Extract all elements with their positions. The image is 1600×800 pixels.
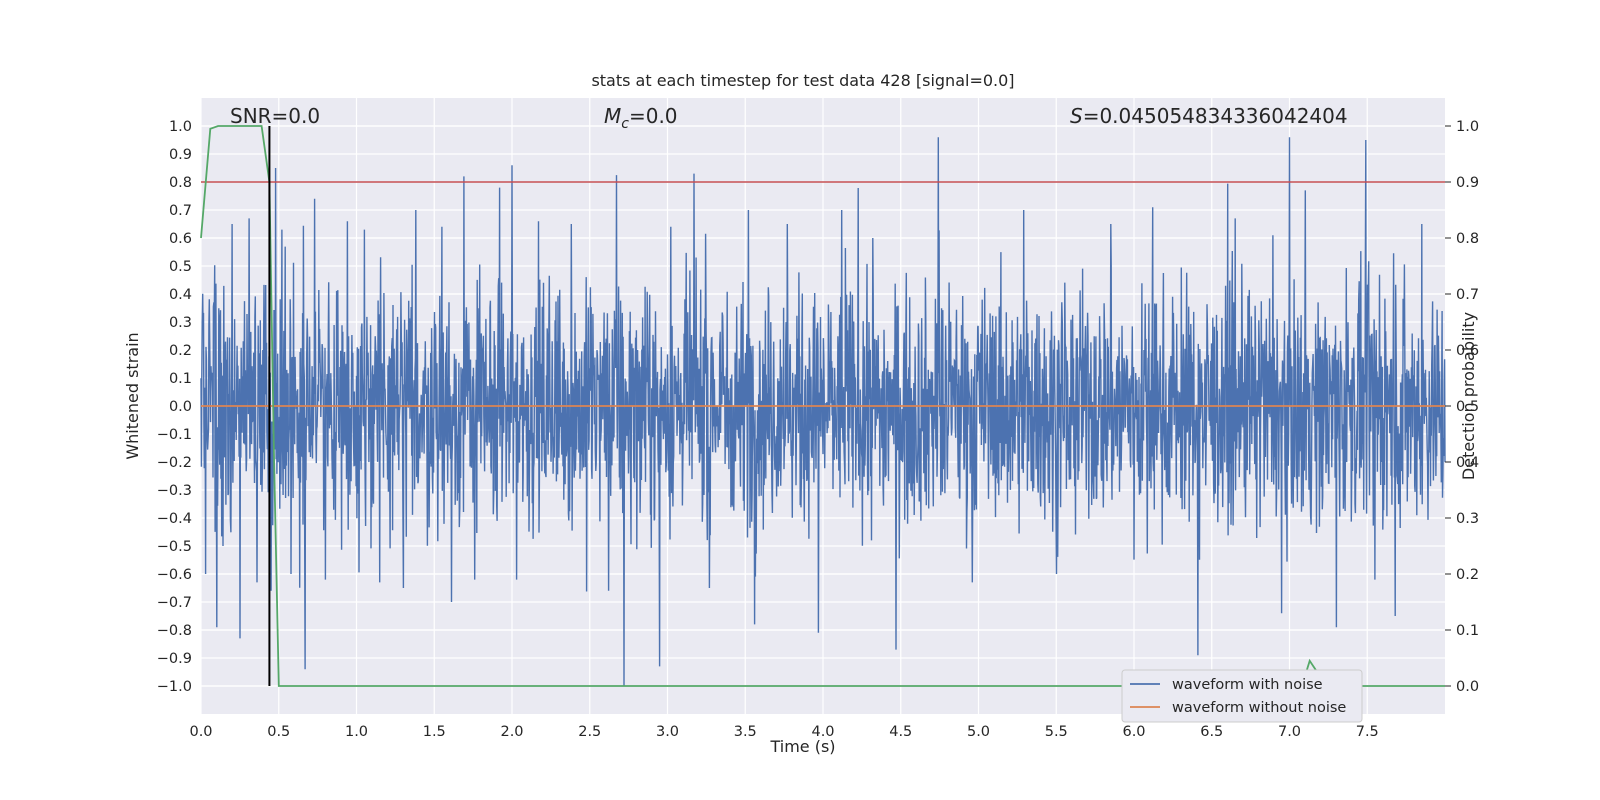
- x-tick-label: 4.5: [889, 724, 912, 740]
- mc-value: =0.0: [629, 104, 678, 128]
- y2-tick-label: 0.6: [1456, 343, 1479, 359]
- chart-title: stats at each timestep for test data 428…: [591, 71, 1014, 90]
- ticks: 0.0 0.5 1.0 1.5 2.0 2.5 3.0 3.5 4.0 4.5 5.0 5.5 6.0 6…: [157, 119, 1479, 740]
- y2-tick-label: 0.8: [1456, 231, 1479, 247]
- y-tick-label: −1.0: [157, 679, 192, 695]
- chirp-mass-annotation: Mc=0.0: [604, 104, 678, 132]
- x-tick-label: 3.5: [734, 724, 757, 740]
- x-tick-label: 4.0: [811, 724, 834, 740]
- x-tick-label: 2.5: [578, 724, 601, 740]
- x-tick-label: 1.0: [345, 724, 368, 740]
- snr-annotation: SNR=0.0: [230, 104, 320, 128]
- y-tick-label: 1.0: [169, 119, 192, 135]
- y2-axis-label: Detection probability: [1459, 312, 1478, 480]
- x-tick-label: 0.0: [189, 724, 212, 740]
- y-tick-label: −0.5: [157, 539, 192, 555]
- y-tick-label: 0.8: [169, 175, 192, 191]
- x-tick-label: 6.0: [1122, 724, 1145, 740]
- y-tick-label: 0.4: [169, 287, 192, 303]
- legend: waveform with noise waveform without noi…: [1121, 669, 1363, 723]
- x-tick-label: 3.0: [656, 724, 679, 740]
- s-value: =0.045054834336042404: [1083, 104, 1348, 128]
- y2-tick-label: 0.0: [1456, 679, 1479, 695]
- x-tick-label: 7.0: [1278, 724, 1301, 740]
- y2-tick-label: 0.2: [1456, 567, 1479, 583]
- y-tick-label: 0.0: [169, 399, 192, 415]
- y-tick-label: 0.1: [169, 371, 192, 387]
- y-tick-label: 0.7: [169, 203, 192, 219]
- y2-tick-label: 0.4: [1456, 455, 1479, 471]
- legend-label-clean: waveform without noise: [1172, 700, 1346, 716]
- x-tick-label: 2.0: [500, 724, 523, 740]
- y2-tick-label: 0.5: [1456, 399, 1479, 415]
- mc-symbol: M: [604, 104, 621, 128]
- y2-tick-label: 0.9: [1456, 175, 1479, 191]
- y-tick-label: −0.7: [157, 595, 192, 611]
- y-tick-label: −0.1: [157, 427, 192, 443]
- x-tick-label: 6.5: [1200, 724, 1223, 740]
- y-tick-label: −0.9: [157, 651, 192, 667]
- x-tick-label: 5.0: [967, 724, 990, 740]
- series-waveform-with-noise: [200, 137, 1446, 687]
- x-tick-label: 1.5: [423, 724, 446, 740]
- y2-tick-label: 0.7: [1456, 287, 1479, 303]
- y-tick-label: −0.2: [157, 455, 192, 471]
- y-tick-label: −0.8: [157, 623, 192, 639]
- y2-tick-label: 1.0: [1456, 119, 1479, 135]
- y-tick-label: −0.6: [157, 567, 192, 583]
- y-tick-label: 0.9: [169, 147, 192, 163]
- legend-label-noise: waveform with noise: [1172, 677, 1323, 693]
- x-tick-label: 7.5: [1356, 724, 1379, 740]
- y-tick-label: 0.6: [169, 231, 192, 247]
- x-tick-label: 5.5: [1045, 724, 1068, 740]
- legend-box: [1121, 669, 1363, 723]
- y-tick-label: 0.3: [169, 315, 192, 331]
- statistic-annotation: S=0.045054834336042404: [1070, 104, 1348, 128]
- y-axis-label: Whitened strain: [123, 332, 142, 459]
- y2-tick-label: 0.3: [1456, 511, 1479, 527]
- x-tick-label: 0.5: [267, 724, 290, 740]
- y-tick-label: −0.4: [157, 511, 192, 527]
- y2-tick-label: 0.1: [1456, 623, 1479, 639]
- y-tick-label: 0.5: [169, 259, 192, 275]
- x-axis-label: Time (s): [769, 737, 835, 756]
- y-tick-label: −0.3: [157, 483, 192, 499]
- s-symbol: S: [1070, 104, 1083, 128]
- y-tick-label: 0.2: [169, 343, 192, 359]
- mc-subscript: c: [621, 116, 629, 132]
